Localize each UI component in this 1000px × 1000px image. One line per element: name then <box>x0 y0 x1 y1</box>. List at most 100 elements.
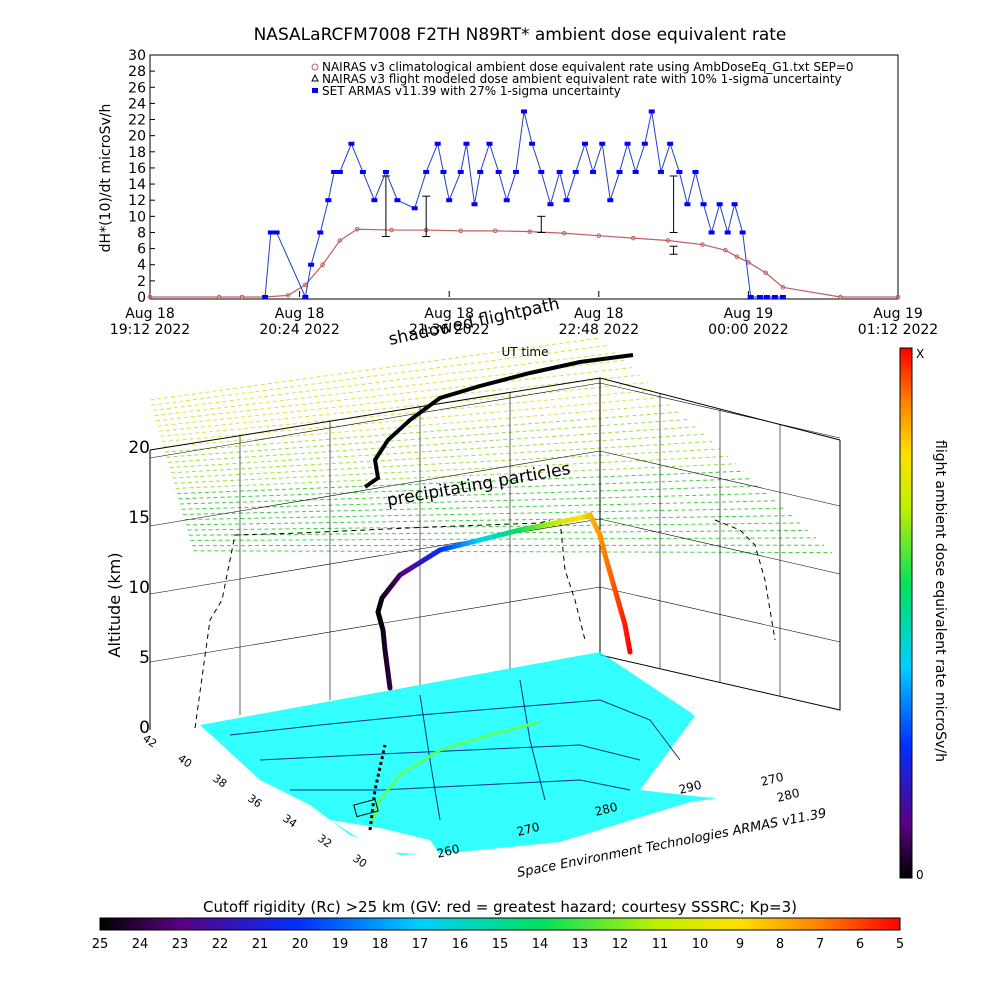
colorbar-tick-label: 19 <box>332 937 349 952</box>
legend: NAIRAS v3 climatological ambient dose eq… <box>311 60 854 98</box>
colorbar-tick-label: 18 <box>372 937 389 952</box>
wall-grid-line <box>149 518 601 595</box>
altitude-axis-label: Altitude (km) <box>105 553 124 658</box>
armas-point <box>756 295 763 299</box>
x-tick-label-top: Aug 18 <box>574 306 624 322</box>
right-colorbar: X 0 flight ambient dose equivalent rate … <box>899 347 948 882</box>
map-floor <box>200 652 780 855</box>
armas-point <box>331 169 338 174</box>
nairas-point <box>337 238 343 243</box>
flight-3d-panel: shadowed flightpath precipitating partic… <box>105 294 841 881</box>
map-airport-box <box>353 798 379 818</box>
armas-point <box>572 169 579 174</box>
particle-plane-line <box>152 352 617 411</box>
colorbar-tick-label: 21 <box>252 937 269 952</box>
particle-plane-line <box>173 455 729 484</box>
y-tick-label: 4 <box>137 258 146 274</box>
armas-point <box>616 169 623 174</box>
armas-point <box>495 169 502 174</box>
x-tick-label-bottom: 20:24 2022 <box>259 322 339 338</box>
x-tick-label-bottom: 21:36 2022 <box>409 322 489 338</box>
longitude-tick-label: 290 <box>677 778 703 797</box>
nairas-point <box>492 228 498 234</box>
nairas-point <box>458 228 464 234</box>
wall-grid-line <box>149 382 601 459</box>
latitude-tick-label: 40 <box>175 752 194 771</box>
armas-point <box>648 109 655 114</box>
particle-plane-line <box>179 485 761 505</box>
wall-grid <box>149 382 841 715</box>
armas-point <box>632 169 639 174</box>
armas-point <box>590 169 597 174</box>
armas-point <box>382 169 389 174</box>
armas-point <box>676 169 683 174</box>
armas-point <box>434 141 441 146</box>
colorbar-tick-label: 25 <box>92 937 109 952</box>
armas-point <box>624 141 631 146</box>
armas-point <box>607 198 614 203</box>
armas-point <box>747 295 754 299</box>
y-tick-label: 28 <box>128 64 146 80</box>
legend-item-armas: SET ARMAS v11.39 with 27% 1-sigma uncert… <box>322 84 621 98</box>
bottom-colorbar-label: Cutoff rigidity (Rc) >25 km (GV: red = g… <box>203 898 797 916</box>
armas-point <box>692 169 699 174</box>
y-tick-label: 2 <box>137 274 146 290</box>
shadowed-flight-path <box>363 353 634 489</box>
altitude-tick-label: 0 <box>139 718 150 738</box>
flight-ascent-trace <box>368 744 387 831</box>
x-tick-label-top: Aug 19 <box>724 306 774 322</box>
longitude-tick-label: 280 <box>593 800 619 819</box>
x-tick-label-bottom: 00:00 2022 <box>708 322 788 338</box>
nairas-point <box>389 227 394 233</box>
armas-point <box>486 141 493 146</box>
y-tick-label: 30 <box>128 48 146 64</box>
annotation-precipitating-particles: precipitating particles <box>385 459 572 511</box>
armas-point <box>411 206 418 211</box>
armas-point <box>599 141 606 146</box>
armas-point <box>667 141 674 146</box>
longitude-tick-label: 280 <box>775 786 801 805</box>
x-tick-label-top: Aug 18 <box>275 306 325 322</box>
x-tick-label-bottom: 01:12 2022 <box>858 322 938 338</box>
particle-plane-line <box>185 515 793 526</box>
particle-plane-line <box>172 448 721 479</box>
right-colorbar-gradient <box>899 347 913 879</box>
armas-point <box>563 198 570 203</box>
latitude-tick-label: 38 <box>210 772 229 791</box>
particle-plane-line <box>190 537 817 541</box>
armas-point <box>371 198 378 203</box>
particle-plane-line <box>167 426 697 463</box>
nairas-point <box>561 230 567 236</box>
precipitating-particle-plane <box>149 337 833 554</box>
nairas-point <box>216 294 222 300</box>
colorbar-tick-label: 14 <box>532 937 549 952</box>
nairas-point <box>763 270 768 276</box>
particle-plane-line <box>193 550 833 554</box>
bottom-colorbar-gradient <box>99 917 901 931</box>
nairas-point <box>780 285 786 290</box>
particle-plane-line <box>178 478 753 500</box>
armas-point <box>336 169 343 174</box>
particle-plane-line <box>170 441 713 474</box>
legend-square-marker <box>312 88 318 93</box>
wall-grid-line <box>149 450 601 527</box>
legend-item-nairas-flight: NAIRAS v3 flight modeled dose ambient eq… <box>322 72 842 86</box>
colorbar-tick-label: 5 <box>896 937 904 952</box>
map-ground-track <box>370 720 541 823</box>
bottom-colorbar-ticks: 25 24 23 22 21 20 19 18 17 16 15 14 13 12 11 10 9 8 7 6 5 <box>92 937 904 952</box>
y-tick-label: 8 <box>137 225 146 241</box>
colorbar-tick-label: 6 <box>856 937 864 952</box>
armas-point <box>684 202 691 207</box>
nairas-point <box>665 238 671 243</box>
map-borders-3 <box>290 779 631 791</box>
particle-plane-line <box>160 389 657 437</box>
particle-plane-line <box>184 507 785 521</box>
particle-plane-line <box>169 433 705 469</box>
particle-plane-line <box>175 463 737 489</box>
nairas-point <box>734 254 740 259</box>
armas-point <box>739 230 746 235</box>
